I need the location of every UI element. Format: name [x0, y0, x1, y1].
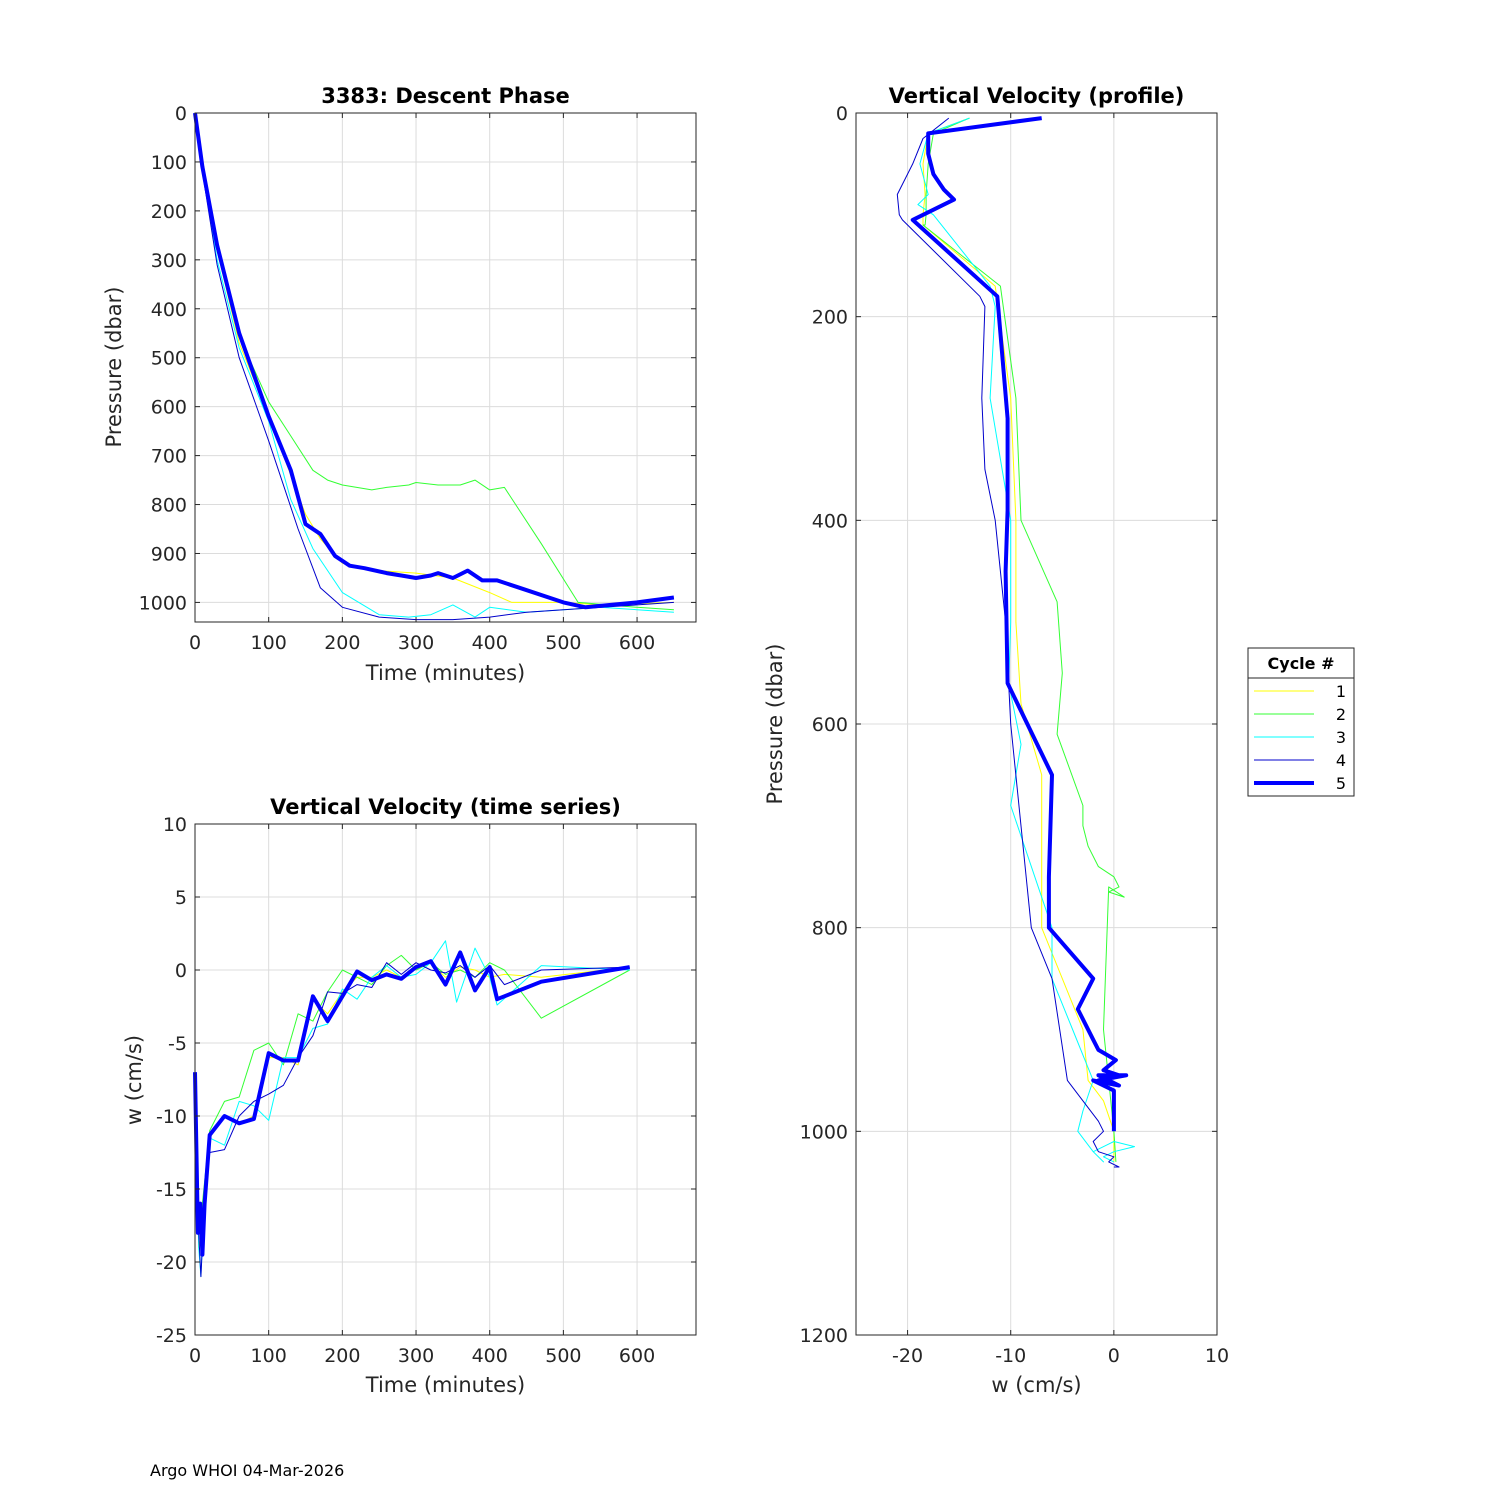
velocity-timeseries-axes: 0 100 200 300 400 500 600 10 5 0 -5 -10 -15 -20 -25 Ve… [122, 795, 697, 1397]
descent-ylabel: Pressure (dbar) [102, 287, 126, 448]
descent-ytick-label: 0 [175, 103, 187, 125]
prof-ytick-label: 200 [812, 307, 848, 329]
timeseries-xlabel: Time (minutes) [365, 1373, 525, 1397]
timeseries-plot-area [195, 824, 696, 1335]
ts-ytick-label: -20 [156, 1252, 187, 1274]
descent-series-5-line [193, 112, 675, 610]
legend-title: Cycle # [1268, 654, 1335, 673]
prof-xtick-label: -10 [995, 1345, 1026, 1367]
descent-phase-axes: 0 100 200 300 400 500 600 0 100 200 300 400 500 600 70… [102, 84, 697, 685]
ts-series-5-line [193, 950, 631, 1257]
ts-xtick-label: 0 [189, 1345, 201, 1367]
descent-ytick-label: 100 [151, 152, 187, 174]
ts-xtick-label: 200 [324, 1345, 360, 1367]
ts-ytick-label: -15 [156, 1179, 187, 1201]
ts-xtick-label: 600 [619, 1345, 655, 1367]
ts-ytick-label: 10 [163, 814, 187, 836]
ts-series-2-line [194, 954, 630, 1234]
legend-items: 1 2 3 4 5 [1254, 682, 1346, 793]
descent-xtick-label: 0 [189, 632, 201, 654]
prof-xtick-label: 10 [1205, 1345, 1229, 1367]
prof-ytick-label: 0 [836, 103, 848, 125]
descent-title: 3383: Descent Phase [321, 84, 570, 108]
ts-xtick-label: 300 [398, 1345, 434, 1367]
prof-ytick-label: 400 [812, 510, 848, 532]
prof-ytick-label: 1200 [800, 1325, 848, 1347]
ts-xtick-label: 100 [251, 1345, 287, 1367]
ts-ytick-label: 0 [175, 960, 187, 982]
legend-box [1247, 647, 1355, 797]
prof-series-3-line [917, 117, 1135, 1163]
prof-ytick-label: 800 [812, 918, 848, 940]
prof-xtick-label: 0 [1108, 1345, 1120, 1367]
descent-ytick-label: 700 [151, 446, 187, 468]
timeseries-title: Vertical Velocity (time series) [270, 795, 621, 819]
legend-label-5: 5 [1336, 774, 1346, 793]
descent-ytick-label: 600 [151, 397, 187, 419]
profile-title: Vertical Velocity (profile) [889, 84, 1185, 108]
ts-ytick-label: -25 [156, 1325, 187, 1347]
footer-credit: Argo WHOI 04-Mar-2026 [150, 1461, 344, 1480]
descent-ytick-label: 1000 [139, 592, 187, 614]
descent-xtick-label: 200 [324, 632, 360, 654]
legend-label-2: 2 [1336, 705, 1346, 724]
descent-xtick-label: 300 [398, 632, 434, 654]
profile-lines [896, 116, 1135, 1168]
legend-label-4: 4 [1336, 751, 1346, 770]
descent-ytick-label: 400 [151, 299, 187, 321]
descent-series-4-line [194, 112, 674, 621]
descent-axes-box [194, 112, 697, 623]
ts-xtick-label: 500 [545, 1345, 581, 1367]
ts-ytick-label: 5 [175, 887, 187, 909]
legend-label-3: 3 [1336, 728, 1346, 747]
profile-ylabel: Pressure (dbar) [763, 644, 787, 805]
timeseries-ticks: 0 100 200 300 400 500 600 10 5 0 -5 -10 -15 -20 -25 [156, 814, 696, 1367]
timeseries-lines [193, 940, 631, 1278]
descent-ytick-label: 300 [151, 250, 187, 272]
descent-ytick-label: 500 [151, 348, 187, 370]
ts-ytick-label: -5 [168, 1033, 187, 1055]
prof-ytick-label: 1000 [800, 1121, 848, 1143]
descent-grid [194, 112, 696, 622]
profile-xlabel: w (cm/s) [991, 1373, 1081, 1397]
prof-ytick-label: 600 [812, 714, 848, 736]
descent-ytick-label: 800 [151, 495, 187, 517]
descent-ytick-label: 900 [151, 543, 187, 565]
descent-ytick-label: 200 [151, 201, 187, 223]
timeseries-ylabel: w (cm/s) [122, 1035, 146, 1125]
prof-series-5-line [910, 116, 1129, 1132]
prof-xtick-label: -20 [892, 1345, 923, 1367]
legend: Cycle # 1 2 3 4 5 [1247, 647, 1355, 797]
ts-series-3-line [194, 940, 630, 1278]
descent-lines [193, 112, 675, 621]
descent-xlabel: Time (minutes) [365, 661, 525, 685]
descent-xtick-label: 500 [545, 632, 581, 654]
timeseries-axes-box [194, 823, 697, 1336]
descent-xtick-label: 100 [251, 632, 287, 654]
legend-label-1: 1 [1336, 682, 1346, 701]
ts-ytick-label: -10 [156, 1106, 187, 1128]
descent-ticks: 0 100 200 300 400 500 600 0 100 200 300 400 500 600 70… [139, 103, 696, 654]
ts-xtick-label: 400 [472, 1345, 508, 1367]
descent-plot-area [195, 113, 696, 622]
descent-xtick-label: 600 [619, 632, 655, 654]
descent-xtick-label: 400 [472, 632, 508, 654]
